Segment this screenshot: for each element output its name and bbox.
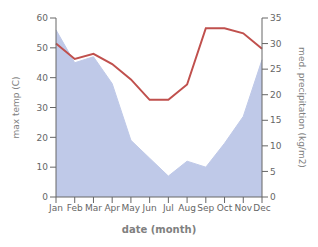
svg-text:Jan: Jan — [48, 203, 63, 213]
svg-text:20: 20 — [270, 90, 282, 100]
svg-text:40: 40 — [37, 73, 49, 83]
svg-text:med. precipitation (kg/m2): med. precipitation (kg/m2) — [297, 47, 307, 168]
svg-text:0: 0 — [42, 192, 48, 202]
svg-text:35: 35 — [270, 13, 281, 23]
svg-text:10: 10 — [37, 162, 49, 172]
svg-text:Mar: Mar — [85, 203, 102, 213]
svg-text:0: 0 — [270, 192, 276, 202]
svg-text:20: 20 — [37, 133, 49, 143]
svg-text:10: 10 — [270, 141, 282, 151]
svg-text:60: 60 — [37, 13, 49, 23]
svg-text:Apr: Apr — [104, 203, 120, 213]
svg-text:Aug: Aug — [178, 203, 196, 213]
svg-text:max temp (C): max temp (C) — [11, 76, 21, 138]
svg-text:5: 5 — [270, 167, 276, 177]
svg-text:date (month): date (month) — [122, 224, 196, 235]
svg-text:Sep: Sep — [197, 203, 214, 213]
svg-text:May: May — [122, 203, 141, 213]
svg-text:15: 15 — [270, 115, 281, 125]
svg-text:30: 30 — [270, 39, 282, 49]
svg-text:Dec: Dec — [253, 203, 270, 213]
svg-text:50: 50 — [37, 43, 49, 53]
svg-text:Feb: Feb — [67, 203, 83, 213]
svg-text:Nov: Nov — [234, 203, 252, 213]
svg-text:30: 30 — [37, 103, 49, 113]
svg-text:Jul: Jul — [162, 203, 174, 213]
svg-text:Jun: Jun — [142, 203, 157, 213]
svg-text:25: 25 — [270, 64, 281, 74]
svg-text:Oct: Oct — [217, 203, 233, 213]
